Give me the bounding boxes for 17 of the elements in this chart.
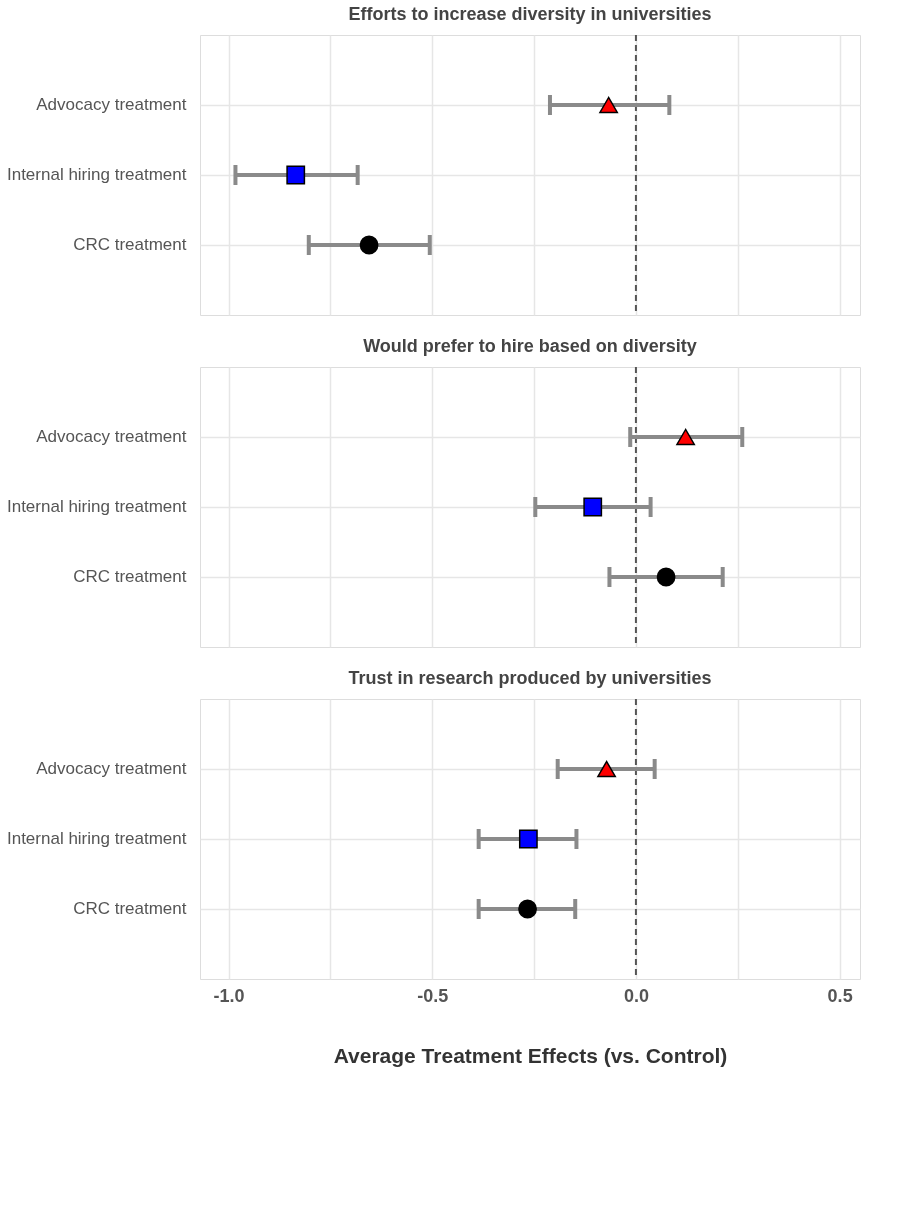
chart-title: Would prefer to hire based on diversity (363, 336, 697, 356)
x-tick-label: 0.0 (623, 985, 649, 1006)
y-tick-label: CRC treatment (73, 899, 187, 918)
x-tick-label: -1.0 (213, 985, 245, 1006)
y-tick-label: Advocacy treatment (36, 95, 187, 114)
chart-title: Efforts to increase diversity in universities (348, 4, 712, 24)
y-tick-label: CRC treatment (73, 567, 187, 586)
y-tick-label: CRC treatment (73, 235, 187, 254)
y-tick-label: Internal hiring treatment (6, 497, 187, 516)
x-tick-label: -0.5 (417, 985, 449, 1006)
x-tick-label: 0.5 (827, 985, 853, 1006)
y-tick-label: Internal hiring treatment (6, 165, 187, 184)
x-axis-title: Average Treatment Effects (vs. Control) (333, 1043, 728, 1067)
y-tick-label: Internal hiring treatment (6, 829, 187, 848)
chart-title: Trust in research produced by universities (348, 668, 712, 688)
y-tick-label: Advocacy treatment (36, 759, 187, 778)
y-tick-label: Advocacy treatment (36, 427, 187, 446)
